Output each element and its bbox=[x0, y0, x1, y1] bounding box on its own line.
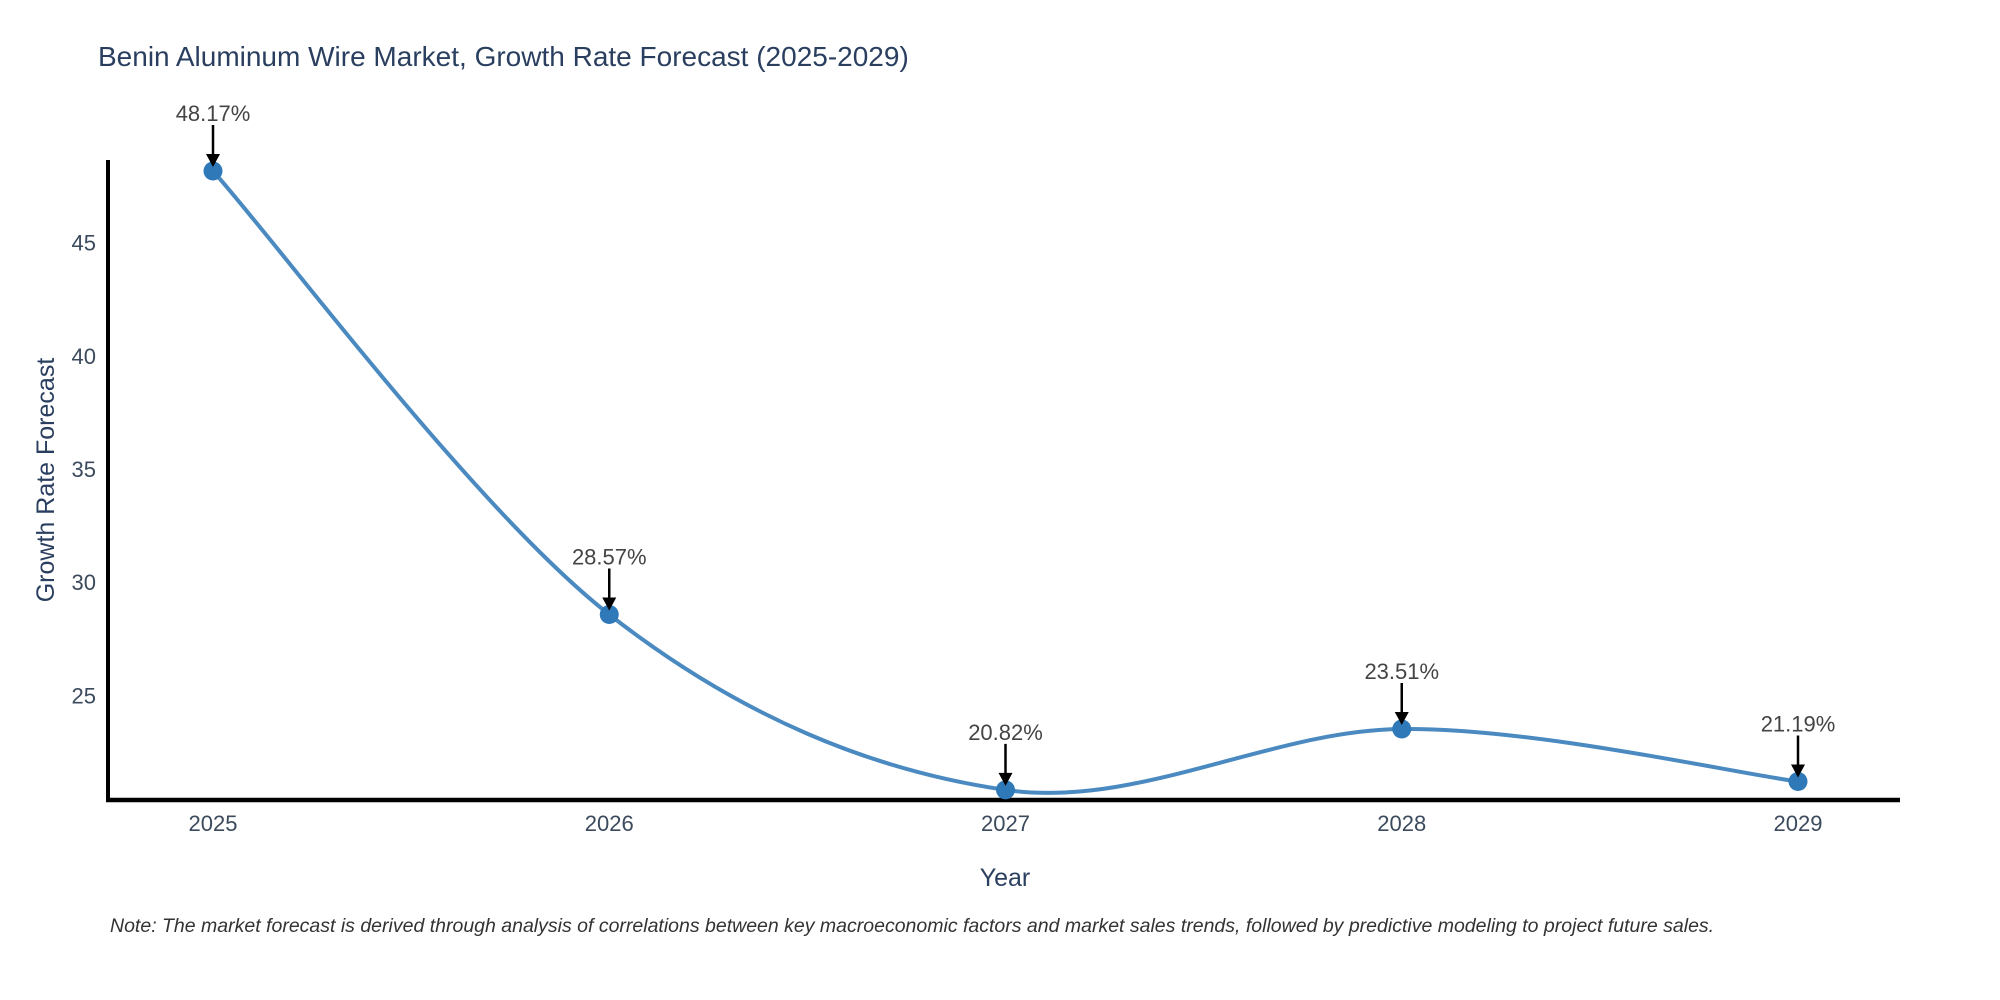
y-tick-label: 25 bbox=[72, 683, 96, 708]
y-axis-tick-labels: 45 40 35 30 25 bbox=[72, 231, 96, 709]
y-tick-label: 40 bbox=[72, 344, 96, 369]
x-tick-label: 2026 bbox=[585, 811, 634, 836]
x-axis-tick-labels: 2025 2026 2027 2028 2029 bbox=[189, 811, 1823, 836]
down-arrow-icon bbox=[602, 597, 617, 611]
y-axis-title: Growth Rate Forecast bbox=[32, 358, 60, 603]
y-tick-label: 30 bbox=[72, 570, 96, 595]
y-tick-label: 35 bbox=[72, 457, 96, 482]
series-line bbox=[211, 169, 1800, 795]
data-point-marker bbox=[1788, 772, 1808, 791]
data-point-marker bbox=[996, 780, 1015, 800]
data-point-label: 28.57% bbox=[572, 545, 647, 570]
data-point-label: 21.19% bbox=[1761, 712, 1836, 737]
x-tick-label: 2027 bbox=[981, 811, 1030, 836]
data-point-label: 23.51% bbox=[1364, 659, 1439, 684]
data-point-marker bbox=[599, 605, 619, 624]
footnote: Note: The market forecast is derived thr… bbox=[110, 915, 1714, 937]
axis-lines bbox=[106, 160, 1900, 803]
down-arrow-icon bbox=[206, 154, 220, 167]
x-axis-title: Year bbox=[980, 864, 1031, 892]
x-tick-label: 2028 bbox=[1377, 811, 1426, 836]
chart-title: Benin Aluminum Wire Market, Growth Rate … bbox=[98, 41, 909, 72]
series-group bbox=[203, 161, 1808, 800]
x-tick-label: 2029 bbox=[1774, 811, 1823, 836]
y-tick-label: 45 bbox=[72, 231, 96, 256]
data-point-label: 48.17% bbox=[176, 101, 251, 126]
down-arrow-icon bbox=[998, 772, 1013, 786]
x-tick-label: 2025 bbox=[189, 811, 238, 836]
data-point-label: 20.82% bbox=[968, 720, 1043, 745]
annotations-group: 48.17% 28.57% 20.82% 23.51% 21.19% bbox=[176, 101, 1836, 786]
data-point-marker bbox=[203, 161, 223, 181]
down-arrow-icon bbox=[1394, 712, 1409, 725]
down-arrow-icon bbox=[1791, 764, 1805, 778]
data-point-marker bbox=[1392, 719, 1412, 739]
